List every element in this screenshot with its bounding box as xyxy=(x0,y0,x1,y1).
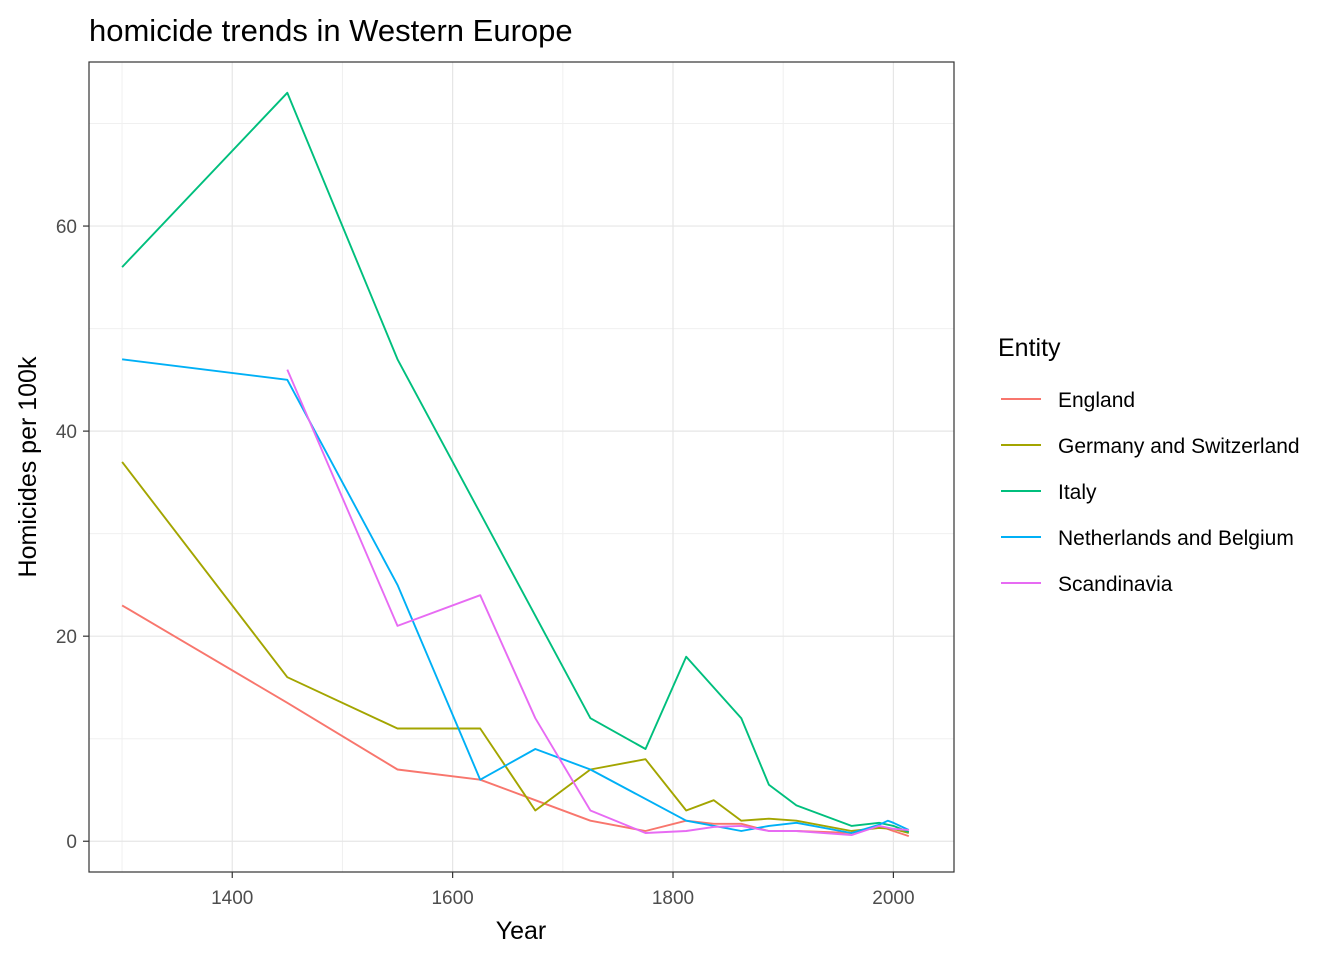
series-line-netherlands-and-belgium xyxy=(121,358,910,834)
legend-title: Entity xyxy=(998,334,1061,362)
legend-label-netherlands-and-belgium: Netherlands and Belgium xyxy=(1058,527,1294,550)
x-tick-label: 1800 xyxy=(652,888,694,909)
series-lines xyxy=(121,91,910,838)
legend-items: England Germany and Switzerland Italy Nethe… xyxy=(1001,389,1300,596)
chart-title: homicide trends in Western Europe xyxy=(89,13,573,48)
legend-label-germany-and-switzerland: Germany and Switzerland xyxy=(1058,435,1300,458)
legend-label-italy: Italy xyxy=(1058,481,1097,504)
y-axis-title: Homicides per 100k xyxy=(14,356,42,577)
legend-label-england: England xyxy=(1058,389,1135,412)
x-tick-label: 1600 xyxy=(431,888,473,909)
minor-gridlines xyxy=(89,62,954,872)
x-axis-title: Year xyxy=(496,917,547,945)
x-tick-label: 2000 xyxy=(872,888,914,909)
x-tick-label: 1400 xyxy=(211,888,253,909)
x-axis-ticks: 1400 1600 1800 2000 xyxy=(211,872,915,909)
legend: Entity England Germany and Switzerland Ita… xyxy=(998,334,1300,596)
y-tick-label: 60 xyxy=(56,217,77,238)
y-tick-label: 40 xyxy=(56,422,77,443)
y-tick-label: 20 xyxy=(56,627,77,648)
major-gridlines xyxy=(89,62,954,872)
series-line-scandinavia xyxy=(286,369,909,837)
y-axis-ticks: 0 20 40 60 xyxy=(56,217,89,853)
series-line-italy xyxy=(121,91,910,833)
y-tick-label: 0 xyxy=(66,832,77,853)
plot-panel-border xyxy=(88,61,955,873)
legend-label-scandinavia: Scandinavia xyxy=(1058,573,1173,596)
